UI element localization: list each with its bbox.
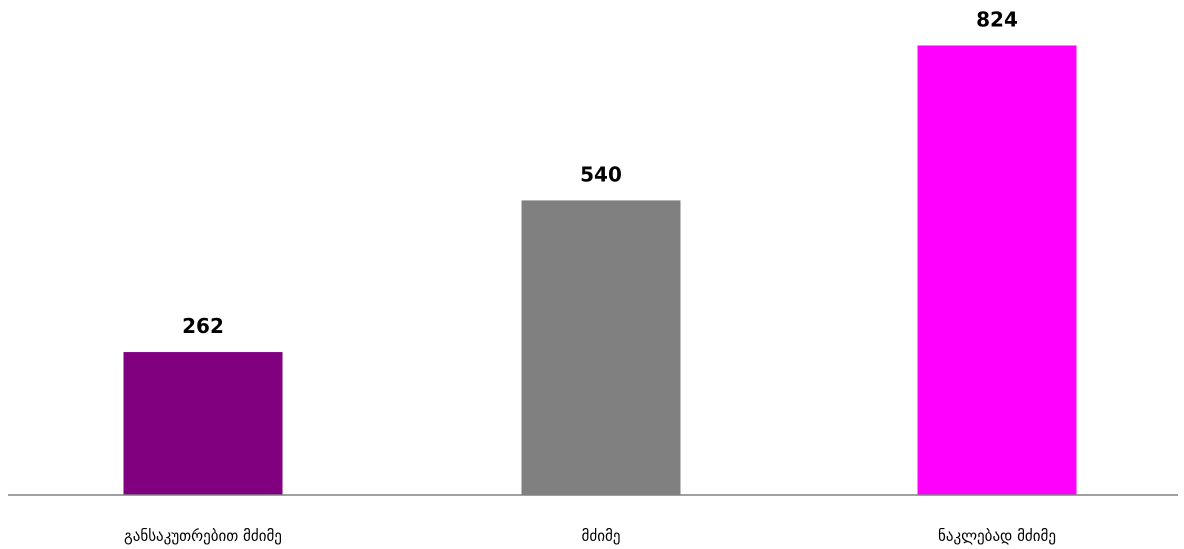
bar-3 bbox=[917, 45, 1077, 496]
value-labels-group: 262 540 824 bbox=[182, 7, 1018, 338]
bars-group bbox=[123, 45, 1077, 496]
category-label-3: ნაკლებად მძიმე bbox=[938, 527, 1056, 545]
category-label-2: მძიმე bbox=[582, 527, 621, 545]
bar-2 bbox=[521, 200, 681, 495]
value-label-1: 262 bbox=[182, 314, 224, 338]
value-label-3: 824 bbox=[976, 7, 1018, 31]
bar-1 bbox=[123, 352, 283, 495]
category-label-1: განსაკუთრებით მძიმე bbox=[124, 527, 282, 545]
value-label-2: 540 bbox=[580, 162, 622, 186]
category-labels-group: განსაკუთრებით მძიმე მძიმე ნაკლებად მძიმე bbox=[124, 527, 1056, 545]
